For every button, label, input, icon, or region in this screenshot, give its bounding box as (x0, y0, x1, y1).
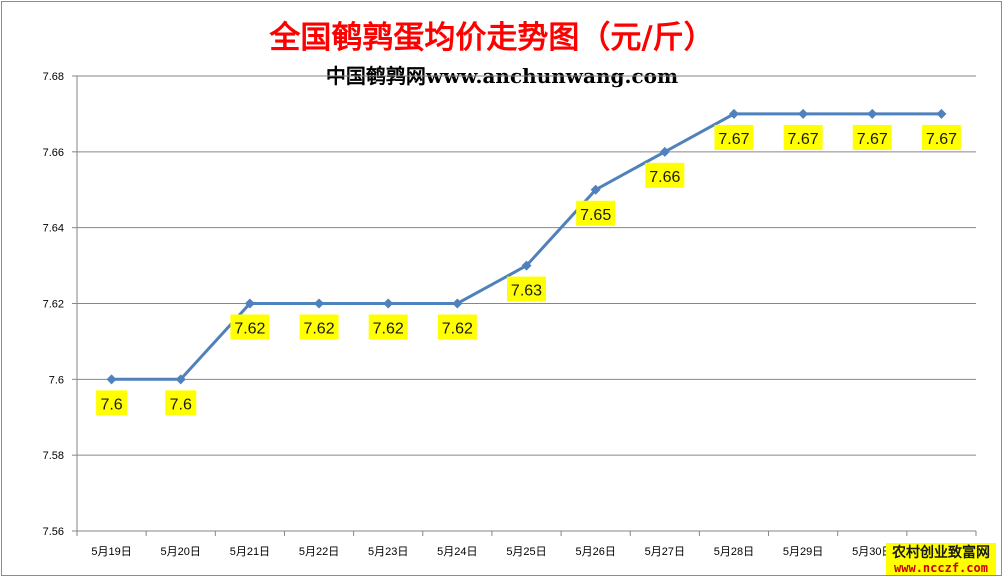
data-point (244, 298, 255, 309)
data-label: 7.67 (718, 131, 749, 148)
x-tick-label: 5月28日 (714, 546, 754, 558)
x-tick-label: 5月29日 (783, 546, 823, 558)
data-point (798, 108, 809, 119)
y-tick-label: 7.62 (43, 299, 64, 311)
data-label: 7.67 (857, 131, 888, 148)
data-label-background (714, 124, 754, 150)
x-tick-label: 5月21日 (230, 546, 270, 558)
data-point (867, 108, 878, 119)
data-label: 7.6 (170, 396, 192, 413)
x-tick-label: 5月27日 (645, 546, 685, 558)
data-label: 7.63 (511, 283, 542, 300)
data-label: 7.62 (234, 321, 265, 338)
x-tick-label: 5月24日 (437, 546, 477, 558)
data-label-background (645, 162, 685, 188)
data-label-background (852, 124, 892, 150)
x-tick-label: 5月19日 (91, 546, 131, 558)
data-point (659, 146, 670, 157)
data-label-background (507, 276, 546, 302)
series-markers (106, 108, 947, 385)
data-label: 7.66 (649, 169, 680, 186)
data-point (521, 260, 532, 271)
chart-title: 全国鹌鹑蛋均价走势图（元/斤） (268, 20, 714, 56)
y-tick-label: 7.66 (43, 147, 64, 159)
x-tick-label: 5月25日 (506, 546, 546, 558)
y-tick-label: 7.58 (43, 450, 64, 462)
data-point (590, 184, 601, 195)
data-label-background (783, 124, 823, 150)
data-label: 7.65 (580, 207, 611, 224)
x-tick-label: 5月30日 (852, 546, 892, 558)
data-label: 7.67 (788, 131, 819, 148)
data-labels: 7.6 7.6 7.62 7.62 7.62 7.62 7.63 7.65 7.66 7.67 7.… (96, 124, 961, 416)
x-tick-label: 5月26日 (575, 546, 615, 558)
watermark-background (886, 543, 996, 575)
y-tick-label: 7.68 (43, 71, 64, 83)
watermark-url: www.ncczf.com (894, 561, 988, 575)
data-point (728, 108, 739, 119)
data-point (314, 298, 325, 309)
watermark: 农村创业致富网 www.ncczf.com (886, 543, 996, 575)
x-tick-label: 5月22日 (299, 546, 339, 558)
data-point (383, 298, 394, 309)
data-point (175, 374, 186, 385)
data-point (452, 298, 463, 309)
gridlines (77, 75, 976, 456)
y-tick-label: 7.64 (43, 223, 64, 235)
data-label-background (165, 390, 197, 416)
data-point (106, 374, 117, 385)
data-label: 7.62 (303, 321, 334, 338)
data-label-background (921, 124, 961, 150)
data-label: 7.6 (100, 396, 122, 413)
watermark-title: 农村创业致富网 (891, 544, 990, 561)
y-axis-ticks: 7.56 7.58 7.6 7.62 7.64 7.66 7.68 (43, 71, 64, 538)
data-label-background (437, 314, 477, 340)
y-tick-label: 7.6 (49, 374, 64, 386)
data-label-background (230, 314, 270, 340)
data-label-background (96, 390, 128, 416)
data-label: 7.62 (373, 321, 404, 338)
data-point (936, 108, 947, 119)
y-tick-label: 7.56 (43, 526, 64, 538)
x-axis-ticks: 5月19日 5月20日 5月21日 5月22日 5月23日 5月24日 5月25日 5月26日… (91, 546, 961, 558)
data-label: 7.62 (442, 321, 473, 338)
data-label-background (299, 314, 339, 340)
x-tick-label: 5月23日 (368, 546, 408, 558)
data-label-background (576, 200, 616, 226)
x-tick-label: 5月20日 (161, 546, 201, 558)
data-label-background (368, 314, 408, 340)
data-label: 7.67 (926, 131, 957, 148)
axes (72, 75, 977, 536)
